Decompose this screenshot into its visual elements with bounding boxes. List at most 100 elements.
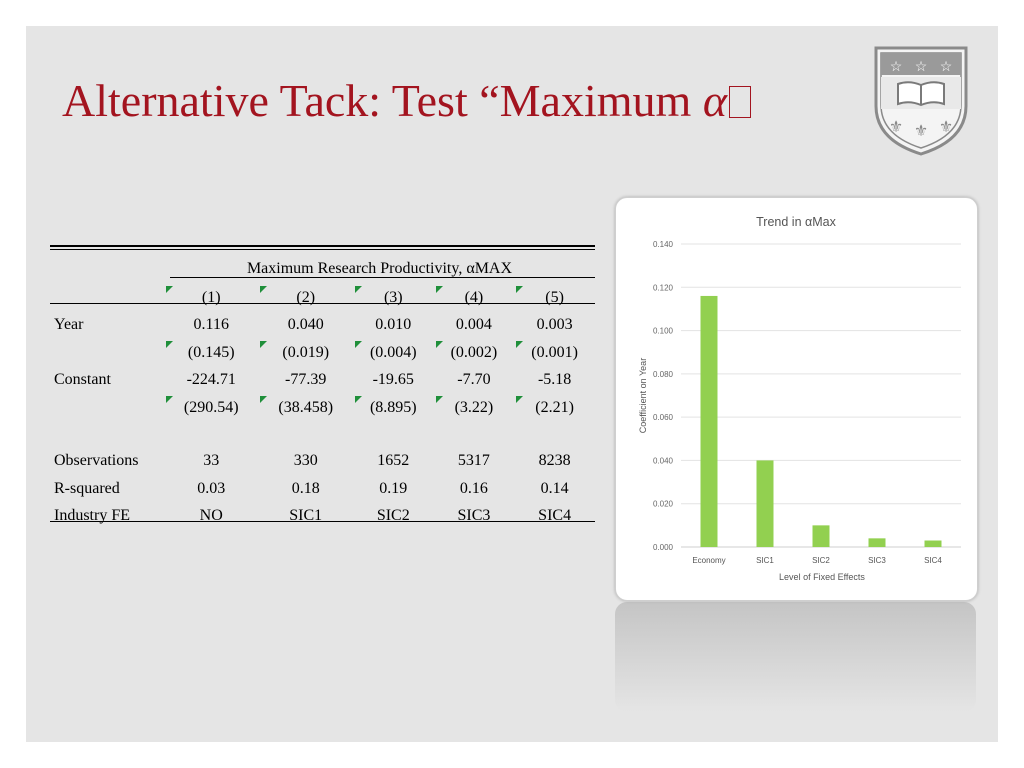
table-cell: -5.18 (537, 371, 572, 389)
table-cell: (0.001) (514, 339, 595, 367)
comment-marker-icon (354, 341, 362, 348)
table-cell: (0.004) (353, 339, 434, 367)
y-tick-label: 0.140 (653, 240, 674, 249)
row-label (50, 394, 164, 422)
table-row-r-squared: R-squared 0.03 0.18 0.19 0.16 0.14 (50, 475, 595, 503)
chart-reflection (615, 602, 976, 712)
x-tick-label: SIC2 (812, 556, 830, 565)
table-cell: 0.004 (455, 316, 492, 334)
comment-marker-icon (260, 341, 268, 348)
table-cell: 330 (293, 452, 318, 470)
bar (812, 525, 830, 547)
table-cell: 5317 (457, 452, 490, 470)
table-cell: (0.145) (164, 339, 258, 367)
table-cell: (290.54) (164, 394, 258, 422)
header-bottom-rule (50, 303, 595, 304)
y-tick-label: 0.000 (653, 543, 674, 552)
table-cell: (3.22) (434, 394, 515, 422)
chart-title: Trend in αMax (756, 215, 836, 229)
table-row-constant-se: (290.54) (38.458) (8.895) (3.22) (2.21) (50, 394, 595, 422)
x-tick-label: SIC1 (756, 556, 774, 565)
table-super-header: Maximum Research Productivity, αMAX (246, 260, 513, 277)
table-header-row: Maximum Research Productivity, αMAX (50, 246, 595, 284)
table-row-industry-fe: Industry FE NO SIC1 SIC2 SIC3 SIC4 (50, 503, 595, 531)
column-header: (1) (164, 284, 258, 312)
table-cell: 0.16 (459, 479, 488, 497)
comment-marker-icon (260, 286, 268, 293)
y-tick-label: 0.060 (653, 413, 674, 422)
table-cell: 0.003 (536, 316, 573, 334)
table-cell: 0.18 (291, 479, 320, 497)
y-tick-label: 0.080 (653, 370, 674, 379)
comment-marker-icon (166, 396, 173, 403)
table-cell: SIC2 (376, 507, 410, 525)
table-cell: SIC1 (289, 507, 323, 525)
table-cell: 1652 (377, 452, 410, 470)
table-row-observations: Observations 33 330 1652 5317 8238 (50, 448, 595, 476)
comment-marker-icon (435, 396, 443, 403)
comment-marker-icon (166, 341, 173, 348)
table-cell: -77.39 (285, 371, 327, 389)
table-cell: 33 (203, 452, 220, 470)
x-tick-label: Economy (692, 556, 725, 565)
table-cell: (38.458) (258, 394, 352, 422)
row-label: Year (54, 316, 84, 334)
bar (868, 538, 886, 547)
table-cell: SIC4 (538, 507, 572, 525)
column-header: (3) (353, 284, 434, 312)
table-cell: SIC3 (457, 507, 491, 525)
table-cell: 8238 (538, 452, 571, 470)
table-cell: 0.03 (197, 479, 226, 497)
table-cell: NO (199, 507, 223, 525)
comment-marker-icon (516, 341, 524, 348)
svg-text:⚜: ⚜ (914, 123, 928, 140)
comment-marker-icon (435, 286, 443, 293)
y-tick-label: 0.040 (653, 456, 674, 465)
svg-text:⚜: ⚜ (889, 119, 903, 136)
table-cell: -224.71 (186, 371, 236, 389)
row-label: Constant (54, 371, 111, 389)
table-cell: (2.21) (514, 394, 595, 422)
column-header: (4) (434, 284, 515, 312)
table-cell: (0.002) (434, 339, 515, 367)
table-cell: 0.116 (193, 316, 229, 334)
row-label: R-squared (54, 479, 120, 497)
column-header: (5) (514, 284, 595, 312)
slide-title: Alternative Tack: Test “Maximum α (62, 74, 751, 127)
title-text: Alternative Tack: Test “Maximum (62, 75, 703, 126)
svg-text:☆: ☆ (940, 60, 953, 75)
comment-marker-icon (260, 396, 268, 403)
y-tick-label: 0.100 (653, 327, 674, 336)
table-cell: -7.70 (457, 371, 491, 389)
table-cell: 0.040 (287, 316, 324, 334)
regression-table: Maximum Research Productivity, αMAX (1) … (50, 246, 595, 530)
table-column-header-row: (1) (2) (3) (4) (5) (50, 284, 595, 312)
bar (756, 460, 774, 547)
comment-marker-icon (354, 396, 362, 403)
table-row-constant: Constant -224.71 -77.39 -19.65 -7.70 -5.… (50, 367, 595, 395)
super-header-underline (170, 277, 595, 278)
table-cell: 0.19 (379, 479, 408, 497)
row-label: Industry FE (54, 507, 130, 525)
bar (700, 295, 718, 547)
svg-text:☆: ☆ (890, 60, 903, 75)
row-label (50, 339, 164, 367)
comment-marker-icon (166, 286, 173, 293)
title-alpha-symbol: α (702, 75, 727, 126)
y-axis-label: Coefficient on Year (638, 358, 648, 433)
row-label: Observations (54, 452, 139, 470)
y-tick-label: 0.020 (653, 500, 674, 509)
table-bottom-rule (50, 521, 595, 522)
chart-panel: Trend in αMax 0.000 0.020 0.040 0.060 0.080 0.… (615, 197, 978, 601)
svg-text:⚜: ⚜ (939, 119, 953, 136)
table-row-year: Year 0.116 0.040 0.010 0.004 0.003 (50, 312, 595, 340)
table-row-year-se: (0.145) (0.019) (0.004) (0.002) (0.001) (50, 339, 595, 367)
table-cell: -19.65 (372, 371, 414, 389)
missing-glyph-box (728, 86, 751, 118)
x-tick-label: SIC3 (868, 556, 886, 565)
table-cell: 0.010 (375, 316, 412, 334)
comment-marker-icon (435, 341, 443, 348)
university-crest-logo: ☆ ☆ ☆ ⚜ ⚜ ⚜ (874, 46, 968, 156)
comment-marker-icon (516, 396, 524, 403)
x-axis-label: Level of Fixed Effects (779, 572, 865, 582)
